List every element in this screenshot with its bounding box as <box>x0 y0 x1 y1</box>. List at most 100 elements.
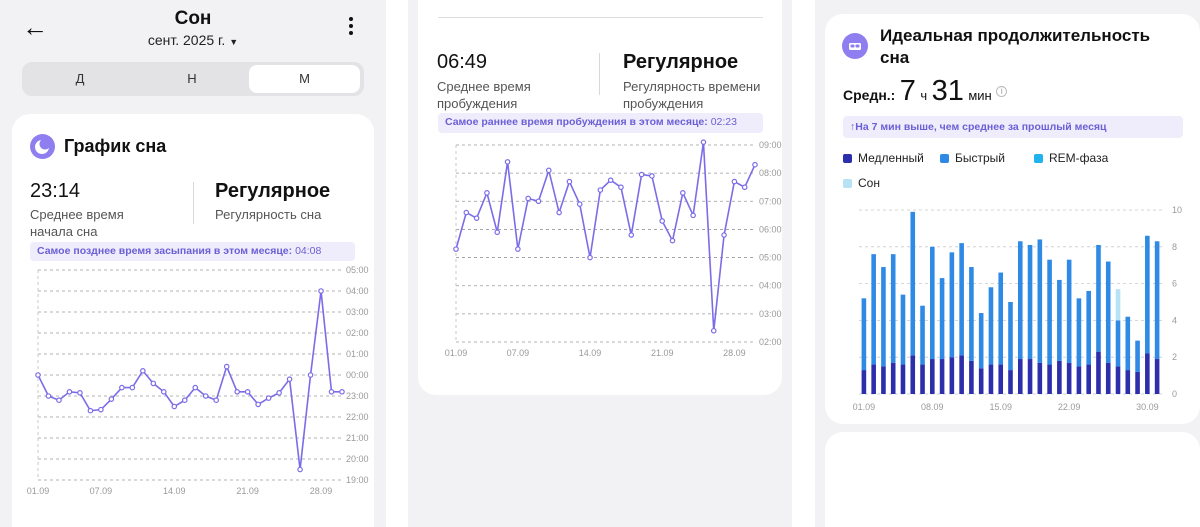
bar-segment <box>930 359 935 394</box>
data-point <box>87 407 94 414</box>
bed-icon <box>842 33 868 59</box>
bar-segment <box>949 357 955 394</box>
bar-segment <box>939 359 945 394</box>
tab-week[interactable]: Н <box>187 71 197 86</box>
y-tick-label: 2 <box>1172 352 1177 362</box>
data-point <box>741 184 748 191</box>
bar-segment <box>959 355 964 394</box>
y-tick-label: 07:00 <box>759 196 782 206</box>
data-point <box>339 389 345 395</box>
period-tabs: Д Н М <box>22 62 364 96</box>
y-tick-label: 04:00 <box>759 281 782 291</box>
month-selector[interactable]: сент. 2025 г. ▼ <box>0 32 386 48</box>
bar-segment <box>1135 371 1140 394</box>
info-icon[interactable]: i <box>996 86 1008 97</box>
avg-minutes-unit: мин <box>968 88 992 103</box>
legend-item-rem: REM-фаза <box>1034 151 1108 165</box>
data-point <box>680 190 686 196</box>
bar-segment <box>1017 241 1023 360</box>
earliest-wake-note: Самое раннее время пробуждения в этом ме… <box>438 113 763 133</box>
bar-segment <box>1154 241 1160 360</box>
data-point <box>721 232 727 238</box>
data-point <box>286 376 293 383</box>
data-point <box>494 229 501 236</box>
data-point <box>255 401 261 408</box>
data-point <box>202 393 209 399</box>
data-point <box>244 389 251 395</box>
more-options-icon[interactable] <box>346 16 356 36</box>
y-tick-label: 02:00 <box>759 337 782 347</box>
y-tick-label: 04:00 <box>346 286 369 296</box>
x-tick-label: 21.09 <box>651 348 674 358</box>
data-point <box>638 171 645 178</box>
series-line <box>455 142 756 331</box>
note-text: На 7 мин выше, чем среднее за прошлый ме… <box>855 121 1107 133</box>
bar-segment <box>988 287 994 365</box>
legend-swatch <box>843 154 852 163</box>
data-point <box>607 177 614 183</box>
sleep-schedule-screen: ← Сон сент. 2025 г. ▼ Д Н М График сна 2… <box>0 0 386 527</box>
y-tick-label: 08:00 <box>759 168 782 178</box>
bar-segment <box>890 254 896 363</box>
bar-segment <box>988 364 994 394</box>
y-tick-label: 23:00 <box>346 391 369 401</box>
bar-segment <box>1066 259 1072 363</box>
data-point <box>504 159 511 165</box>
legend-swatch <box>1034 154 1043 163</box>
legend-label: Быстрый <box>955 151 1005 165</box>
data-point <box>192 384 199 391</box>
bar-segment <box>1125 316 1131 371</box>
data-point <box>318 288 324 294</box>
bar-segment <box>910 211 916 356</box>
x-tick-label: 28.09 <box>310 486 333 496</box>
legend-swatch <box>940 154 949 163</box>
data-point <box>328 389 335 395</box>
avg-hours-unit: ч <box>920 88 928 103</box>
bar-segment <box>1047 364 1052 394</box>
card-title: График сна <box>64 136 167 156</box>
y-tick-label: 0 <box>1172 389 1177 399</box>
data-point <box>45 393 52 399</box>
bar-segment <box>900 364 906 394</box>
legend-item-deep: Медленный <box>843 151 924 165</box>
bar-segment <box>969 267 974 361</box>
data-point <box>265 395 272 401</box>
page-title: Сон <box>174 8 212 29</box>
tab-month[interactable]: М <box>249 65 360 93</box>
bar-segment <box>1086 290 1091 365</box>
regularity-value: Регулярное <box>215 180 331 202</box>
legend-label: Сон <box>858 176 880 190</box>
data-point <box>545 167 552 174</box>
avg-bedtime-label: Среднее время начала сна <box>30 207 124 239</box>
data-point <box>649 173 655 179</box>
avg-minutes: 31 <box>931 75 964 107</box>
bar-segment <box>1145 353 1150 394</box>
bar-segment <box>998 364 1004 394</box>
bar-segment <box>1125 370 1131 394</box>
x-tick-label: 22.09 <box>1058 402 1081 412</box>
back-arrow-icon[interactable]: ← <box>22 12 48 42</box>
y-tick-label: 6 <box>1172 279 1177 289</box>
bar-segment <box>1076 298 1082 367</box>
y-tick-label: 01:00 <box>346 349 369 359</box>
tab-day[interactable]: Д <box>75 71 85 86</box>
wake-regularity-label: Регулярность времени пробуждения <box>623 79 761 111</box>
bar-segment <box>1057 279 1062 361</box>
avg-label: Средн.: <box>843 87 896 103</box>
bar-segment <box>1076 366 1082 394</box>
bedtime-line-chart: 19:00 20:00 21:00 22:00 23:00 00:00 01:00 02:00… <box>27 265 369 496</box>
data-point <box>618 184 624 191</box>
data-point <box>213 397 220 404</box>
bar-segment <box>861 370 867 394</box>
data-point <box>473 215 480 221</box>
note-text: Самое позднее время засыпания в этом мес… <box>37 245 293 257</box>
bar-segment <box>1086 364 1091 394</box>
y-tick-label: 8 <box>1172 242 1177 252</box>
avg-duration: Средн.: 7 ч 31 мин i <box>843 75 1008 108</box>
data-point <box>171 403 178 410</box>
data-point <box>307 372 314 378</box>
up-arrow-icon: ↑ <box>850 121 856 133</box>
y-tick-label: 02:00 <box>346 328 369 338</box>
data-point <box>160 389 167 395</box>
x-tick-label: 01.09 <box>853 402 876 412</box>
